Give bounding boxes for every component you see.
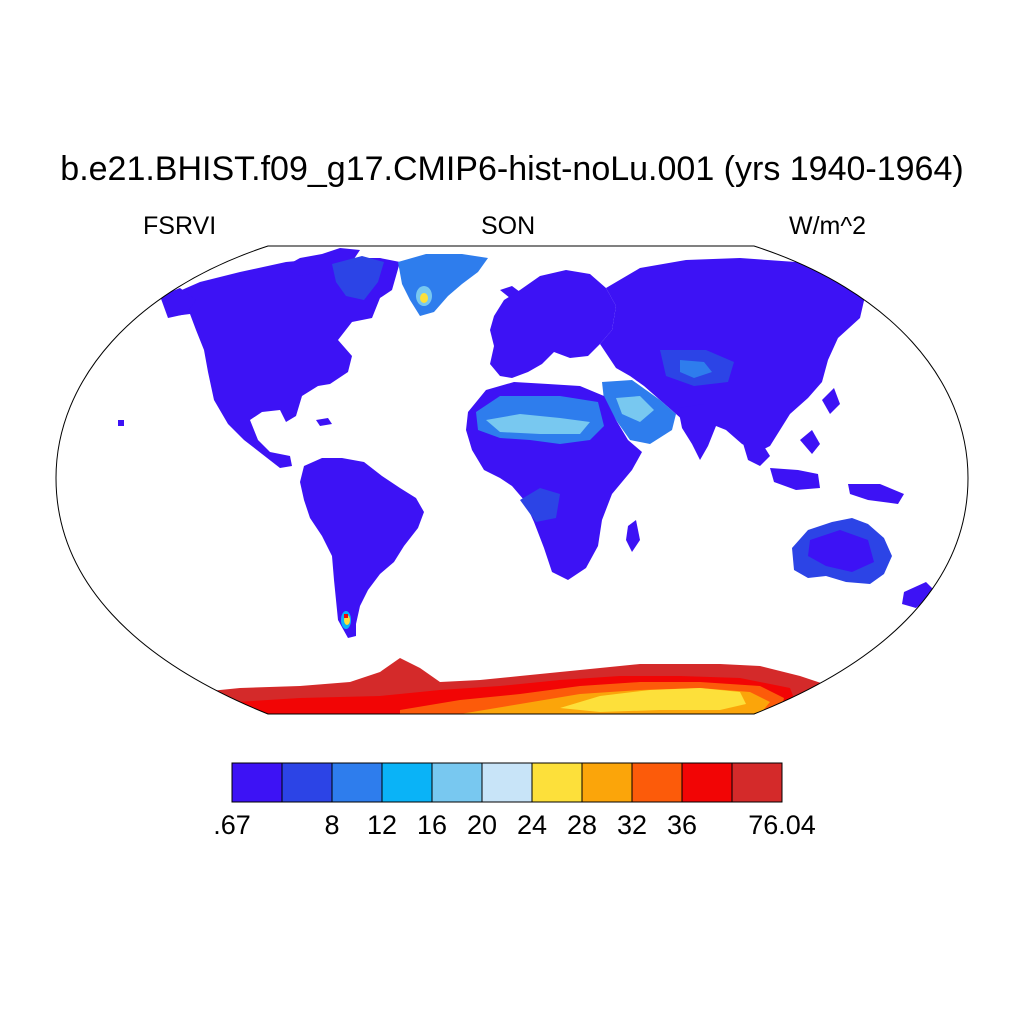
colorbar-box-9 — [681, 762, 733, 803]
europe — [490, 270, 616, 378]
colorbar-box-6 — [531, 762, 583, 803]
colorbar-tick-label: 32 — [616, 810, 648, 840]
colorbar-box-3 — [381, 762, 433, 803]
globe-outline — [55, 245, 969, 715]
colorbar-box-1 — [281, 762, 333, 803]
alaska — [160, 288, 196, 318]
colorbar-box-8 — [631, 762, 683, 803]
colorbar-tick-label: 12 — [366, 810, 398, 840]
colorbar-tick-label: 20 — [466, 810, 498, 840]
season-label: SON — [481, 212, 536, 240]
colorbar-box-10 — [731, 762, 783, 803]
colorbar-tick-label: 16 — [416, 810, 448, 840]
colorbar-tick-label: 36 — [666, 810, 698, 840]
canadian-arctic-islands — [282, 248, 360, 276]
colorbar-box-0 — [231, 762, 283, 803]
colorbar-tick-label: 8 — [324, 810, 340, 840]
units-label: W/m^2 — [789, 212, 867, 240]
plot-title: b.e21.BHIST.f09_g17.CMIP6-hist-noLu.001 … — [60, 150, 964, 188]
colorbar-box-7 — [581, 762, 633, 803]
colorbar-tick-label: 28 — [566, 810, 598, 840]
colorbar-tick-label: .67 — [213, 810, 251, 840]
baffin-island — [332, 256, 384, 300]
asia — [600, 258, 866, 452]
india — [678, 404, 716, 460]
variable-label: FSRVI — [143, 212, 217, 240]
colorbar-box-5 — [481, 762, 533, 803]
south-america — [300, 458, 424, 638]
colorbar-tick-label: 76.04 — [748, 810, 816, 840]
north-america — [168, 258, 400, 468]
colorbar-box-2 — [331, 762, 383, 803]
colorbar-box-4 — [431, 762, 483, 803]
colorbar-tick-label: 24 — [516, 810, 548, 840]
